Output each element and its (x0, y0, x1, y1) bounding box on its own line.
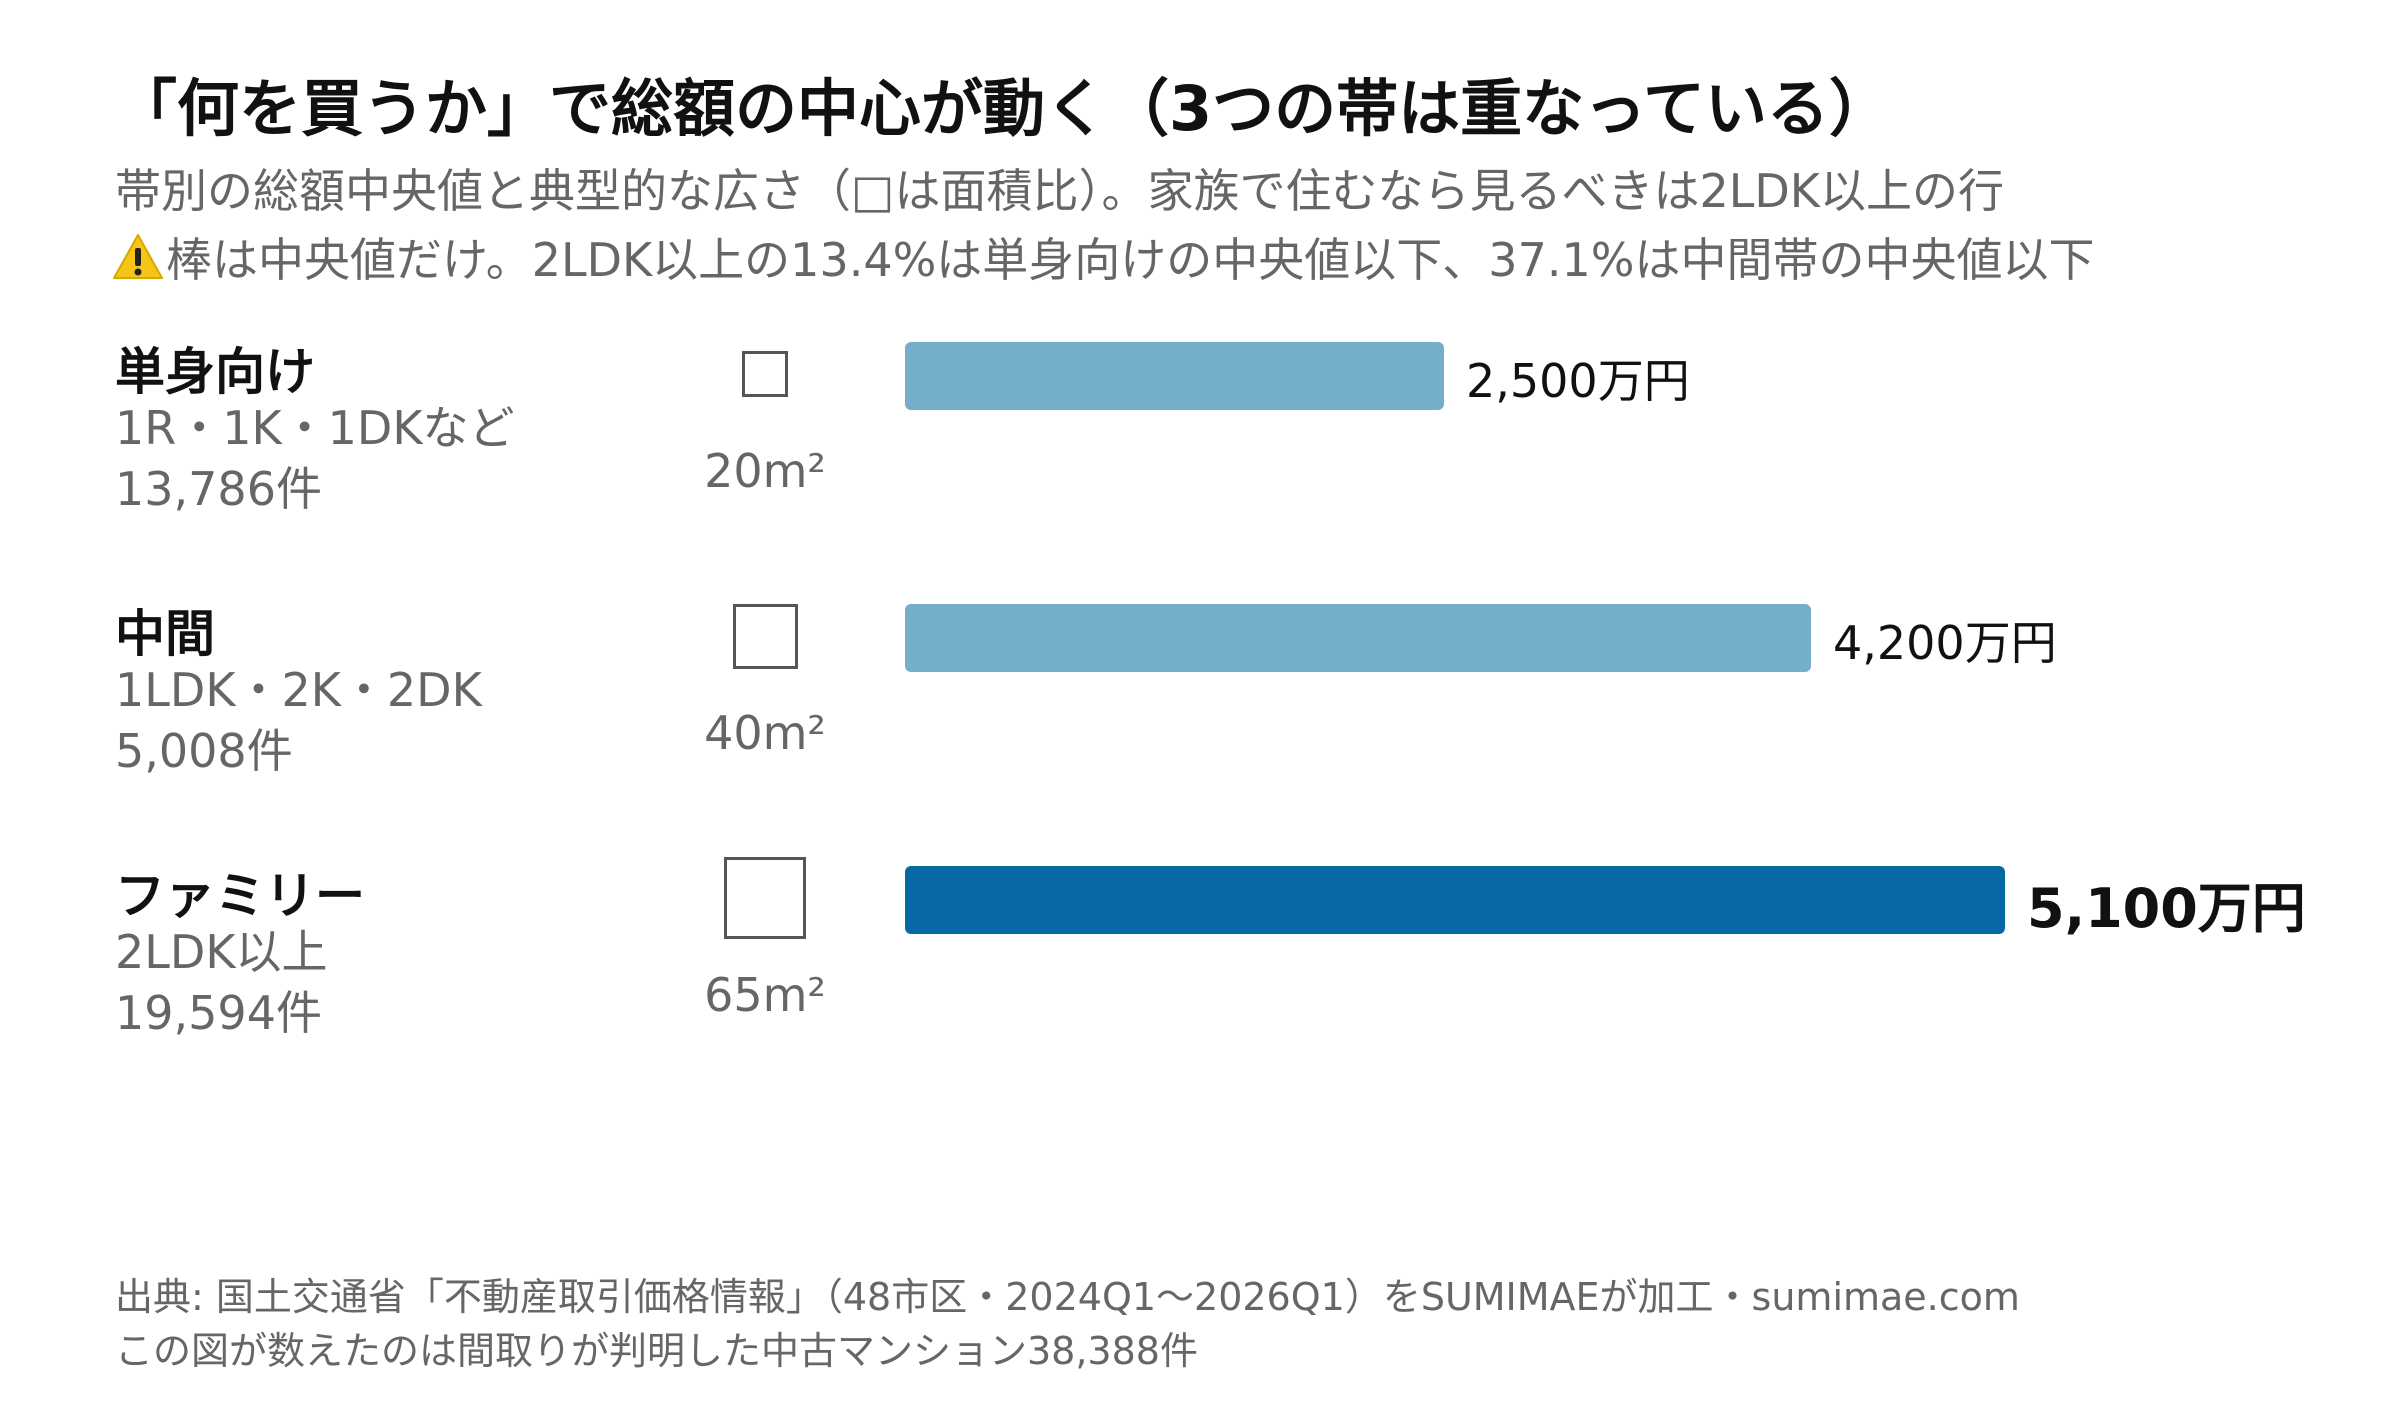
category-label: 単身向け (115, 343, 315, 401)
source-line-2: この図が数えたのは間取りが判明した中古マンション38,388件 (115, 1329, 1198, 1373)
area-square (742, 351, 788, 397)
area-label: 65m² (704, 968, 826, 1022)
category-count: 13,786件 (115, 462, 322, 516)
area-square (732, 603, 798, 669)
bar (905, 342, 1444, 410)
category-row: 中間 1LDK・2K・2DK 5,008件 40m² 4,200万円 (0, 594, 2400, 814)
category-label: 中間 (115, 605, 215, 663)
category-row: 単身向け 1R・1K・1DKなど 13,786件 20m² 2,500万円 (0, 332, 2400, 552)
source-note: 出典: 国土交通省「不動産取引価格情報」（48市区・2024Q1〜2026Q1）… (115, 1270, 2020, 1378)
category-count: 5,008件 (115, 724, 293, 778)
warning-text: 棒は中央値だけ。2LDK以上の13.4%は単身向けの中央値以下、37.1%は中間… (166, 233, 2095, 287)
value-label: 2,500万円 (1466, 354, 1690, 408)
bar (905, 866, 2005, 934)
category-label: ファミリー (115, 867, 365, 925)
chart-title: 「何を買うか」で総額の中心が動く（3つの帯は重なっている） (115, 72, 1892, 145)
warning-icon (113, 234, 163, 279)
chart-subtitle: 帯別の総額中央値と典型的な広さ（□は面積比）。家族で住むなら見るべきは2LDK以… (115, 164, 2004, 218)
bar (905, 604, 1811, 672)
area-label: 20m² (704, 444, 826, 498)
value-label: 4,200万円 (1833, 616, 2057, 670)
area-square (724, 857, 806, 939)
category-description: 1R・1K・1DKなど (115, 401, 515, 455)
warning-note: 棒は中央値だけ。2LDK以上の13.4%は単身向けの中央値以下、37.1%は中間… (112, 224, 2094, 290)
source-line-1: 出典: 国土交通省「不動産取引価格情報」（48市区・2024Q1〜2026Q1）… (115, 1275, 2020, 1319)
value-label: 5,100万円 (2027, 877, 2306, 940)
category-description: 1LDK・2K・2DK (115, 663, 482, 717)
category-count: 19,594件 (115, 986, 322, 1040)
area-label: 40m² (704, 706, 826, 760)
category-row: ファミリー 2LDK以上 19,594件 65m² 5,100万円 (0, 856, 2400, 1076)
category-description: 2LDK以上 (115, 925, 328, 979)
